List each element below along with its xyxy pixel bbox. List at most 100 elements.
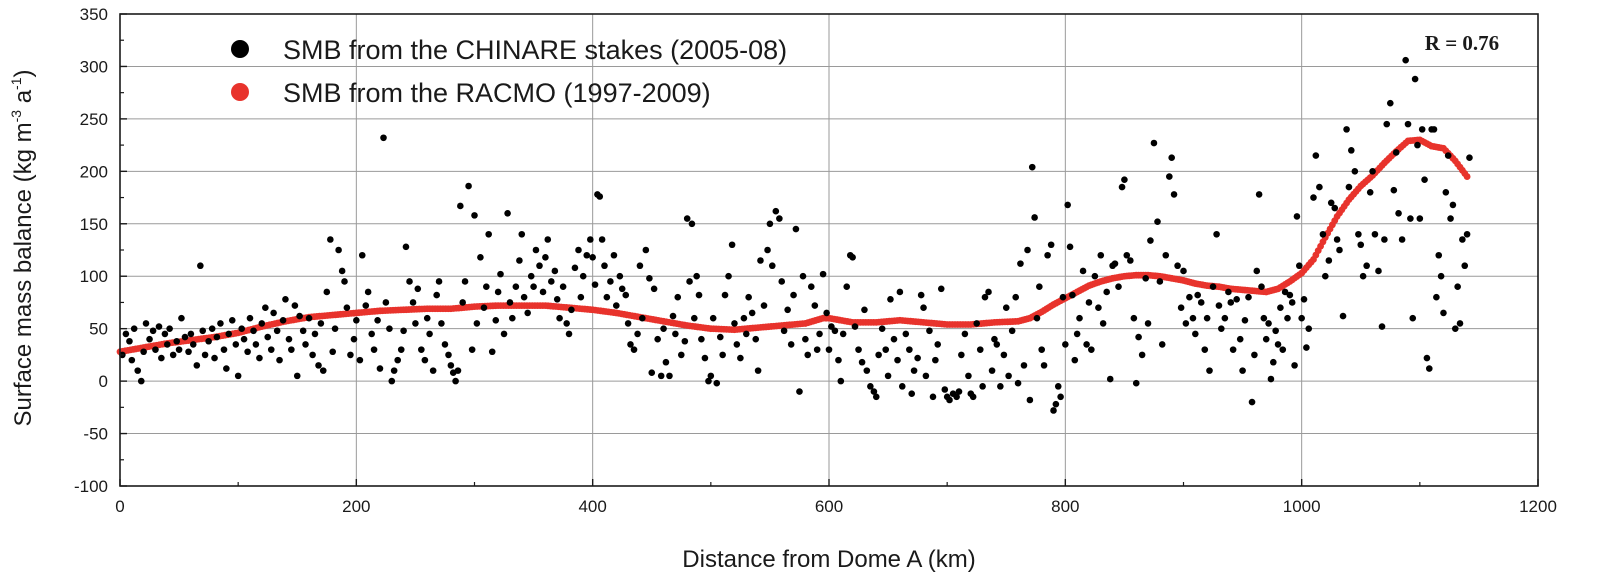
chinare-point (955, 388, 963, 395)
chinare-point (672, 330, 679, 338)
chinare-point (181, 333, 189, 341)
chinare-point (258, 320, 266, 327)
y-tick-label: 100 (80, 267, 108, 286)
chinare-point (163, 341, 171, 348)
chinare-point (766, 220, 774, 228)
chinare-point (638, 314, 646, 322)
chinare-point (452, 377, 459, 385)
chinare-point (780, 327, 788, 335)
chinare-point (220, 346, 228, 353)
chinare-point (1127, 257, 1134, 264)
chinare-point (634, 330, 641, 338)
chinare-point (1233, 295, 1240, 303)
chinare-point (565, 330, 573, 338)
chinare-point (979, 383, 986, 390)
chinare-point (591, 281, 599, 288)
chinare-point (776, 215, 783, 222)
chinare-point (201, 351, 209, 359)
chinare-point (1182, 320, 1190, 327)
chinare-point (932, 356, 939, 364)
chinare-point (1170, 191, 1178, 198)
y-tick-label: -50 (83, 425, 108, 444)
chinare-point (993, 341, 1001, 348)
chinare-point (483, 283, 490, 291)
chinare-point (1059, 293, 1067, 301)
chinare-point (613, 302, 620, 309)
chinare-point (1425, 365, 1433, 372)
chinare-point (571, 264, 579, 272)
chinare-point (315, 362, 322, 369)
chinare-point (1371, 230, 1379, 238)
chinare-point (347, 351, 354, 359)
chinare-point (370, 346, 378, 353)
chinare-point (1064, 201, 1071, 209)
x-tick-label: 1000 (1283, 497, 1321, 516)
y-tick-label: 0 (99, 372, 108, 391)
chinare-point (296, 312, 303, 320)
chinare-point (128, 356, 136, 364)
chinare-point (445, 351, 452, 359)
chinare-point (544, 236, 552, 243)
chinare-point (338, 267, 346, 275)
chinare-point (494, 288, 502, 296)
chinare-point (1286, 291, 1294, 299)
chinare-point (553, 295, 561, 303)
chinare-point (402, 243, 410, 251)
chinare-point (681, 337, 689, 345)
chinare-point (1154, 218, 1161, 225)
chinare-point (910, 367, 918, 374)
chinare-point (374, 316, 381, 324)
chinare-point (716, 333, 724, 341)
chinare-point (264, 333, 272, 341)
chinare-point (441, 341, 449, 348)
chinare-point (772, 207, 780, 215)
chinare-point (185, 348, 192, 356)
chinare-point (813, 346, 821, 353)
chinare-point (238, 325, 246, 332)
y-tick-label: 350 (80, 5, 108, 24)
chinare-point (1363, 262, 1370, 270)
chinare-point (1383, 120, 1391, 128)
chinare-point (1411, 75, 1419, 83)
chinare-point (423, 314, 431, 322)
chinare-point (851, 323, 859, 330)
chinare-point (882, 346, 890, 353)
chinare-point (575, 246, 582, 254)
chinare-point (1227, 299, 1235, 306)
chinare-point (232, 341, 240, 348)
chinare-point (958, 351, 965, 359)
chinare-point (731, 320, 738, 327)
chinare-point (690, 314, 698, 322)
chinare-point (155, 323, 163, 330)
y-tick-label: 250 (80, 110, 108, 129)
chinare-point (1166, 173, 1173, 180)
chinare-point (542, 254, 549, 261)
legend-marker-chinare (231, 40, 249, 58)
chinare-point (693, 272, 700, 280)
chinare-point (364, 288, 372, 296)
chinare-point (1267, 375, 1275, 383)
chinare-point (1435, 251, 1443, 259)
chinare-point (596, 193, 604, 200)
chinare-point (568, 306, 575, 314)
chinare-point (985, 288, 992, 296)
chinare-point (459, 299, 466, 306)
legend: SMB from the CHINARE stakes (2005-08) SM… (231, 35, 787, 108)
chinare-point (1461, 262, 1469, 270)
chinare-point (1168, 154, 1175, 161)
chinare-point (1312, 152, 1320, 159)
chinare-point (867, 383, 874, 390)
chinare-point (433, 291, 440, 299)
chinare-point (1121, 176, 1128, 184)
chinare-point (713, 379, 721, 387)
chinare-point (799, 272, 807, 280)
chinare-point (884, 372, 892, 380)
chinare-point (1180, 267, 1187, 275)
chinare-point (819, 270, 827, 278)
chinare-point (140, 348, 147, 356)
chinare-point (1414, 141, 1421, 149)
chinare-point (161, 330, 169, 338)
chinare-point (1008, 327, 1016, 335)
chinare-point (217, 320, 224, 327)
chinare-point (149, 327, 157, 335)
